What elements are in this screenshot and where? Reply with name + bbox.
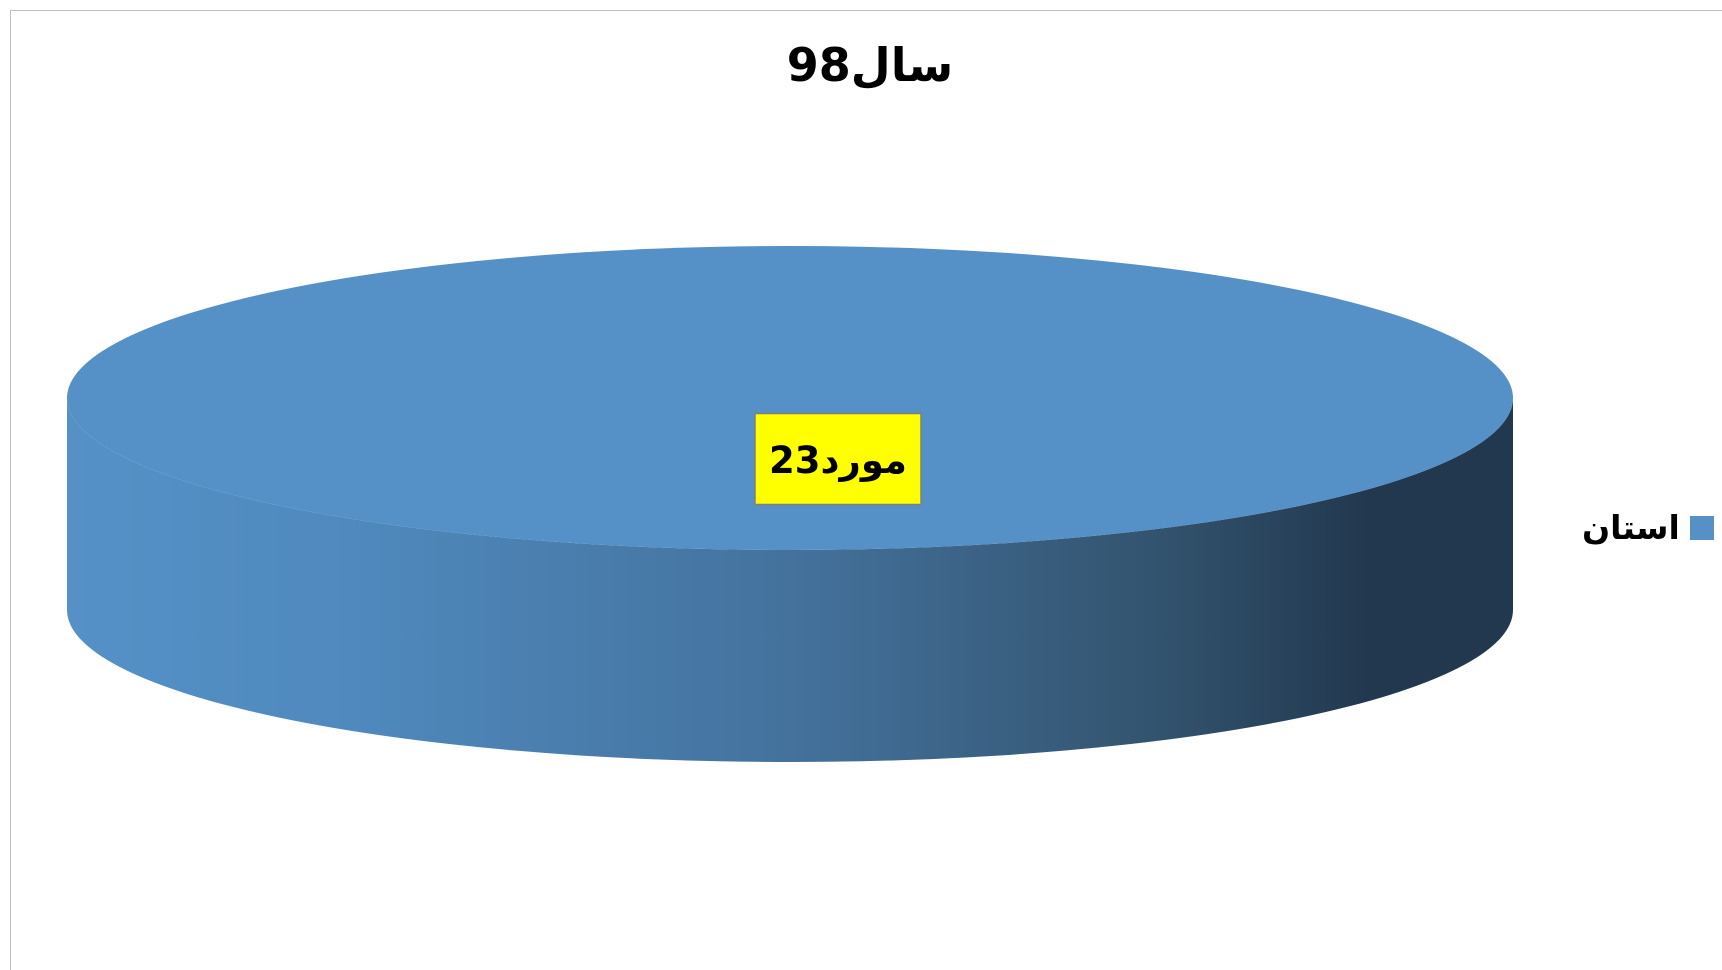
- legend-swatch: [1689, 515, 1714, 540]
- pie-slice-side: [67, 398, 1513, 762]
- data-label: مورد23: [769, 439, 907, 482]
- chart-frame: [10, 10, 1722, 970]
- legend-label: استان: [1582, 508, 1680, 547]
- data-label-box: [754, 412, 922, 506]
- legend: استان: [1582, 508, 1714, 547]
- chart-title: سال98: [786, 38, 954, 92]
- pie-slice[interactable]: [67, 246, 1513, 550]
